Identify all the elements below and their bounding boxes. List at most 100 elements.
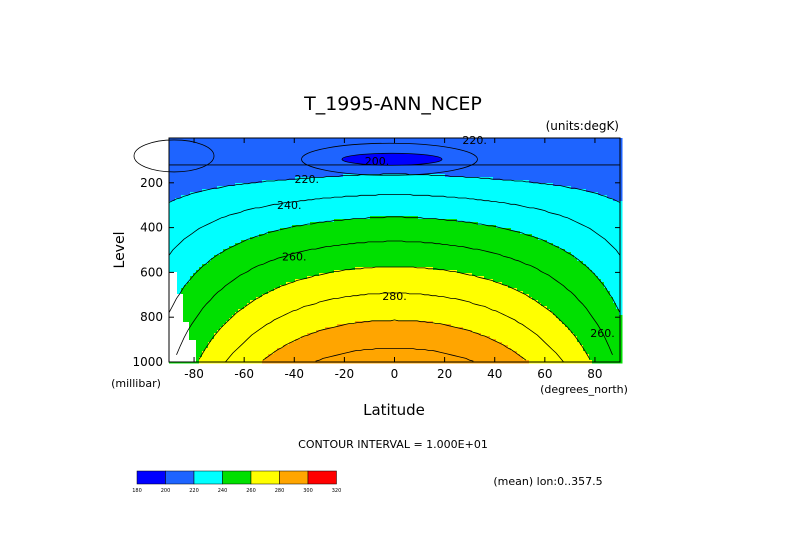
heat-cell xyxy=(307,339,311,343)
heat-cell xyxy=(193,216,197,220)
heat-cell xyxy=(358,249,362,253)
heat-cell xyxy=(277,267,281,271)
heat-cell xyxy=(277,147,281,151)
heat-cell xyxy=(286,279,290,283)
heat-cell xyxy=(217,216,221,220)
heat-cell xyxy=(283,276,287,280)
heat-cell xyxy=(349,153,353,157)
heat-cell xyxy=(292,336,296,340)
heat-cell xyxy=(310,171,314,175)
heat-cell xyxy=(220,246,224,250)
heat-cell xyxy=(223,174,227,178)
heat-cell xyxy=(343,147,347,151)
heat-cell xyxy=(256,168,260,172)
heat-cell xyxy=(229,225,233,229)
heat-cell xyxy=(223,336,227,340)
heat-cell xyxy=(238,234,242,238)
heat-cell xyxy=(229,222,233,226)
heat-cell xyxy=(184,246,188,250)
heat-cell xyxy=(364,198,368,202)
heat-cell xyxy=(301,198,305,202)
heat-cell xyxy=(307,162,311,166)
heat-cell xyxy=(325,183,329,187)
heat-cell xyxy=(310,285,314,289)
heat-cell xyxy=(343,354,347,358)
heat-cell xyxy=(181,216,185,220)
heat-cell xyxy=(283,270,287,274)
heat-cell xyxy=(316,210,320,214)
heat-cell xyxy=(292,321,296,325)
heat-cell xyxy=(262,318,266,322)
heat-cell xyxy=(220,207,224,211)
heat-cell xyxy=(229,333,233,337)
heat-cell xyxy=(367,147,371,151)
heat-cell xyxy=(334,249,338,253)
heat-cell xyxy=(211,195,215,199)
heat-cell xyxy=(283,150,287,154)
heat-cell xyxy=(193,234,197,238)
heat-cell xyxy=(256,150,260,154)
heat-cell xyxy=(229,321,233,325)
heat-cell xyxy=(313,195,317,199)
heat-cell xyxy=(328,306,332,310)
heat-cell xyxy=(343,330,347,334)
heat-cell xyxy=(220,150,224,154)
heat-cell xyxy=(205,306,209,310)
heat-cell xyxy=(169,243,173,247)
heat-cell xyxy=(274,204,278,208)
heat-cell xyxy=(208,261,212,265)
heat-cell xyxy=(295,246,299,250)
heat-cell xyxy=(280,159,284,163)
heat-cell xyxy=(241,237,245,241)
heat-cell xyxy=(298,357,302,361)
heat-cell xyxy=(265,243,269,247)
heat-cell xyxy=(205,297,209,301)
heat-cell xyxy=(247,297,251,301)
heat-cell xyxy=(199,336,203,340)
heat-cell xyxy=(232,177,236,181)
heat-cell xyxy=(187,288,191,292)
heat-cell xyxy=(283,162,287,166)
heat-cell xyxy=(190,327,194,331)
heat-cell xyxy=(322,291,326,295)
heat-cell xyxy=(226,195,230,199)
heat-cell xyxy=(256,339,260,343)
heat-cell xyxy=(250,342,254,346)
heat-cell xyxy=(334,252,338,256)
heat-cell xyxy=(184,168,188,172)
heat-cell xyxy=(253,234,257,238)
heat-cell xyxy=(349,204,353,208)
heat-cell xyxy=(268,195,272,199)
heat-cell xyxy=(268,150,272,154)
heat-cell xyxy=(196,261,200,265)
heat-cell xyxy=(208,156,212,160)
heat-cell xyxy=(325,225,329,229)
heat-cell xyxy=(316,246,320,250)
heat-cell xyxy=(256,306,260,310)
heat-cell xyxy=(238,228,242,232)
heat-cell xyxy=(190,195,194,199)
heat-cell xyxy=(301,237,305,241)
heat-cell xyxy=(217,249,221,253)
heat-cell xyxy=(175,192,179,196)
heat-cell xyxy=(295,357,299,361)
heat-cell xyxy=(244,144,248,148)
heat-cell xyxy=(235,273,239,277)
heat-cell xyxy=(367,165,371,169)
heat-cell xyxy=(199,348,203,352)
heat-cell xyxy=(193,303,197,307)
heat-cell xyxy=(175,195,179,199)
heat-cell xyxy=(178,228,182,232)
heat-cell xyxy=(187,270,191,274)
heat-cell xyxy=(172,240,176,244)
heat-cell xyxy=(334,255,338,259)
heat-cell xyxy=(235,321,239,325)
heat-cell xyxy=(319,279,323,283)
heat-cell xyxy=(349,231,353,235)
heat-cell xyxy=(199,147,203,151)
heat-cell xyxy=(259,168,263,172)
heat-cell xyxy=(286,177,290,181)
heat-cell xyxy=(352,330,356,334)
heat-cell xyxy=(274,282,278,286)
heat-cell xyxy=(220,213,224,217)
